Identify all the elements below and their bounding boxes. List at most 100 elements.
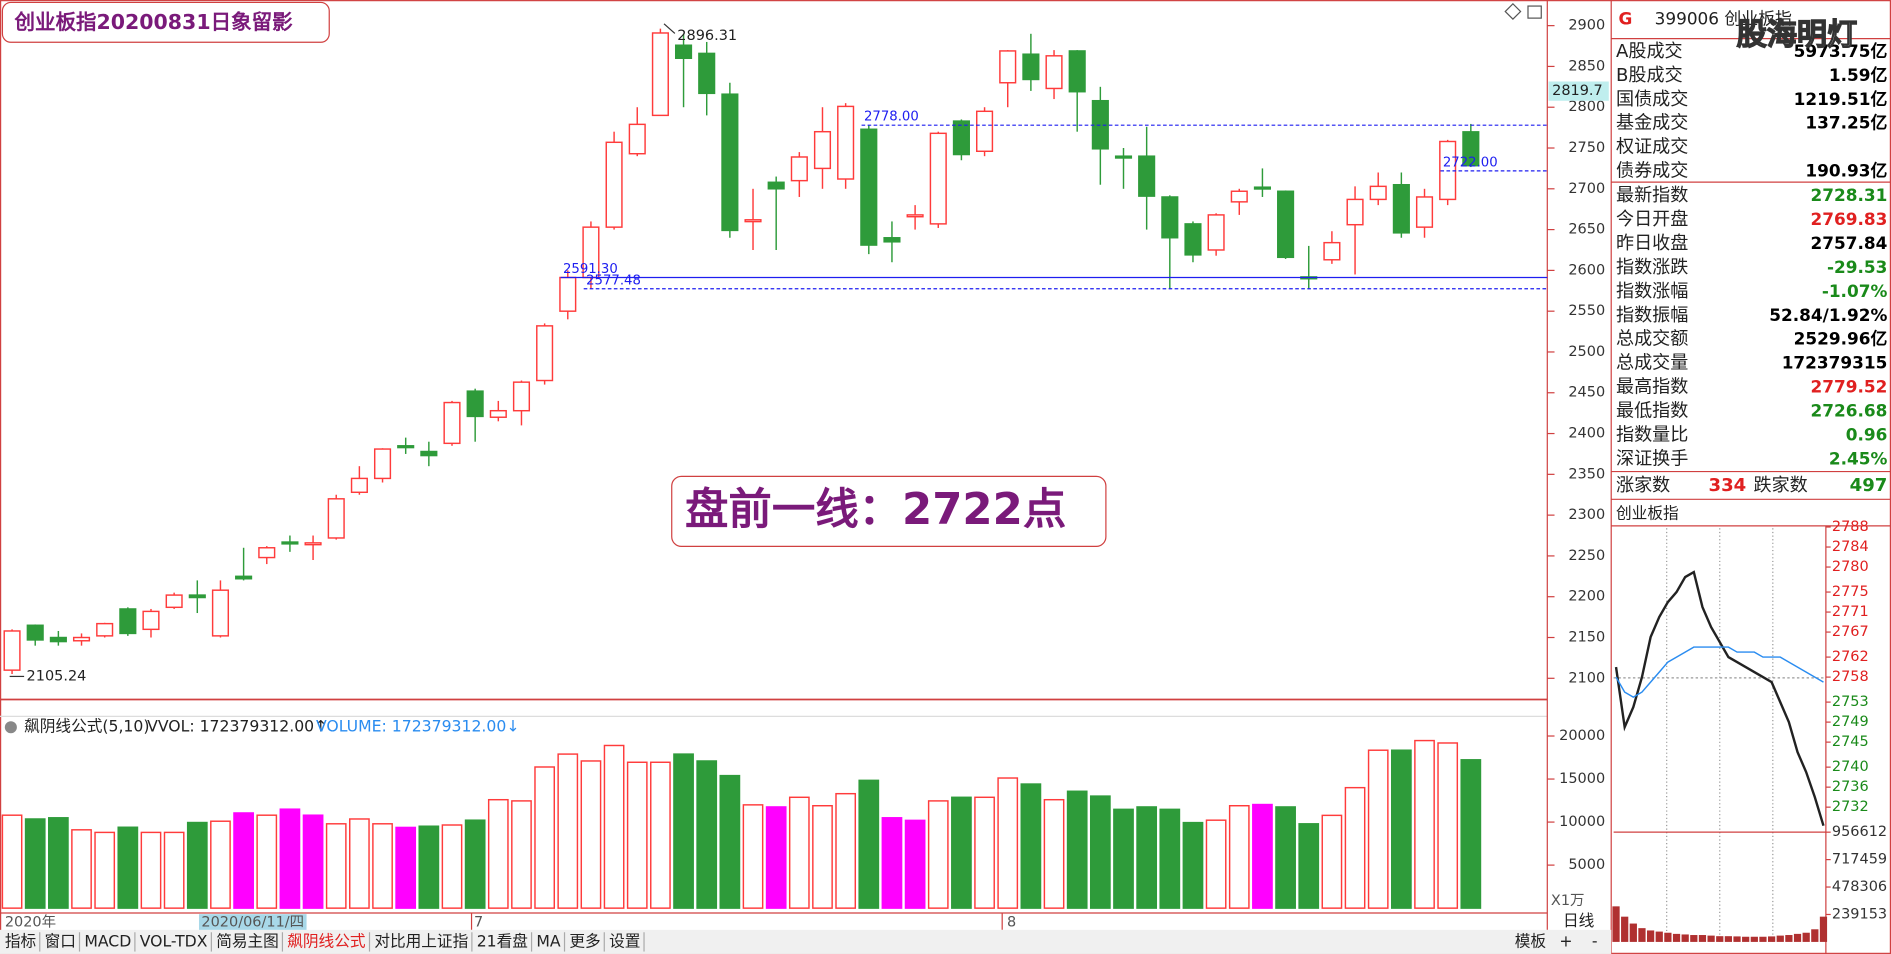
candle-body xyxy=(651,32,669,117)
volume-bar xyxy=(94,831,116,909)
info-label: 基金成交 xyxy=(1616,113,1688,134)
volume-bar xyxy=(441,824,463,909)
info-label: 指数涨跌 xyxy=(1616,257,1688,278)
toolbar-tab[interactable]: 窗口 xyxy=(45,931,76,950)
y-tick-label: 15000 xyxy=(1559,771,1605,787)
info-value: 2726.68 xyxy=(1811,401,1888,421)
unit-label: X1万 xyxy=(1551,893,1585,909)
volume-bar xyxy=(719,774,741,909)
toolbar-tab[interactable]: MA xyxy=(536,931,561,950)
candle-body xyxy=(906,214,924,218)
watermark: 股海明灯 xyxy=(1737,18,1857,53)
intraday-volume xyxy=(1707,935,1715,942)
icon[interactable] xyxy=(1527,5,1542,19)
info-value: 1.59亿 xyxy=(1829,65,1888,85)
info-value: 1219.51亿 xyxy=(1794,89,1888,109)
toolbar-button[interactable]: 模板 xyxy=(1515,931,1547,950)
level-label: 2722.00 xyxy=(1443,155,1498,170)
info-value: 5973.75亿 xyxy=(1794,41,1888,61)
candle-body xyxy=(1369,185,1387,201)
intraday-volume xyxy=(1621,916,1629,942)
info-label: 昨日收盘 xyxy=(1616,233,1688,254)
intraday-volume xyxy=(1793,933,1802,942)
intraday-volume xyxy=(1612,906,1620,942)
y-tick-label: 2788 xyxy=(1832,519,1869,535)
volume-bar xyxy=(904,819,926,909)
volume-bar xyxy=(858,779,880,909)
y-tick-label: 2900 xyxy=(1568,18,1605,34)
info-label: 深证换手 xyxy=(1616,448,1688,469)
y-tick-label: 478306 xyxy=(1832,879,1887,895)
info-label: 指数量比 xyxy=(1616,425,1688,446)
volume-bar xyxy=(511,800,532,909)
level-label: 2778.00 xyxy=(864,110,919,125)
candle-body xyxy=(674,44,693,59)
date-highlight xyxy=(198,914,307,930)
toolbar-tab[interactable]: 21看盘 xyxy=(477,931,528,950)
volume-bar xyxy=(47,817,69,909)
candle-body xyxy=(443,401,461,445)
toolbar-tab[interactable]: 飙阴线公式 xyxy=(287,931,366,950)
info-label: 最新指数 xyxy=(1616,185,1688,206)
volume-bar xyxy=(233,812,254,909)
title-box xyxy=(1,1,330,43)
volume-bar xyxy=(765,806,787,909)
volume-bar xyxy=(186,821,208,909)
volume-bar xyxy=(24,818,46,909)
y-tick-label: 717459 xyxy=(1832,852,1887,868)
candle-body xyxy=(813,130,832,170)
volume-bar xyxy=(1460,759,1482,909)
toolbar-tab[interactable]: MACD xyxy=(84,931,131,950)
candle-body xyxy=(721,93,739,232)
y-tick-label: 2700 xyxy=(1568,181,1605,197)
y-tick-label: 2771 xyxy=(1832,604,1869,620)
intraday-title: 创业板指 xyxy=(1616,503,1679,522)
candle-body xyxy=(211,589,230,637)
toolbar-tab[interactable]: 更多 xyxy=(569,931,600,950)
y-tick-label: 2745 xyxy=(1832,734,1869,750)
y-tick-label: 2450 xyxy=(1568,385,1605,401)
arrow xyxy=(663,23,676,34)
volume-bar xyxy=(1020,783,1042,909)
toolbar-tab[interactable]: 简易主图 xyxy=(216,931,279,950)
candle-body xyxy=(1253,186,1271,190)
candle-body xyxy=(1323,241,1341,261)
volume-bar xyxy=(927,800,949,909)
toolbar-tab[interactable]: 设置 xyxy=(609,931,640,950)
info-label: 权证成交 xyxy=(1616,137,1688,158)
toolbar-button[interactable]: + xyxy=(1559,931,1572,950)
volume-bar xyxy=(788,796,810,909)
volume-bar xyxy=(418,825,440,909)
volume-bar xyxy=(395,826,417,909)
toolbar-button[interactable]: - xyxy=(1592,931,1598,950)
legend-entry: VVOL: 172379312.00↑ xyxy=(147,717,327,736)
y-tick-label: 2780 xyxy=(1832,559,1869,575)
volume-bar xyxy=(464,819,486,909)
info-label: 债券成交 xyxy=(1616,161,1688,182)
icon[interactable] xyxy=(4,721,17,734)
volume-bar xyxy=(534,766,555,909)
volume-bar xyxy=(742,804,764,909)
info-label: 国债成交 xyxy=(1616,89,1688,110)
volume-bar xyxy=(1043,798,1065,909)
intraday-volume xyxy=(1819,916,1828,942)
toolbar-tab[interactable]: 对比用上证指 xyxy=(374,931,468,950)
y-tick-label: 2767 xyxy=(1832,624,1869,640)
volume-bar xyxy=(1066,790,1088,909)
toolbar-tab[interactable]: VOL-TDX xyxy=(140,931,208,950)
intraday-volume xyxy=(1664,932,1672,942)
volume-bar xyxy=(1298,823,1320,909)
annotation: 盘前一线：2722点 xyxy=(685,485,1066,535)
info-label: 总成交量 xyxy=(1616,353,1688,374)
low-label: 2105.24 xyxy=(27,668,87,684)
icon[interactable] xyxy=(1504,2,1522,21)
volume-bar xyxy=(1089,795,1111,909)
volume-bar xyxy=(881,817,903,909)
volume-bar xyxy=(650,761,671,909)
candle-body xyxy=(72,636,91,642)
toolbar-tab[interactable]: 指标 xyxy=(5,931,36,950)
candle-body xyxy=(999,50,1017,84)
y-tick-label: 2736 xyxy=(1832,779,1869,795)
